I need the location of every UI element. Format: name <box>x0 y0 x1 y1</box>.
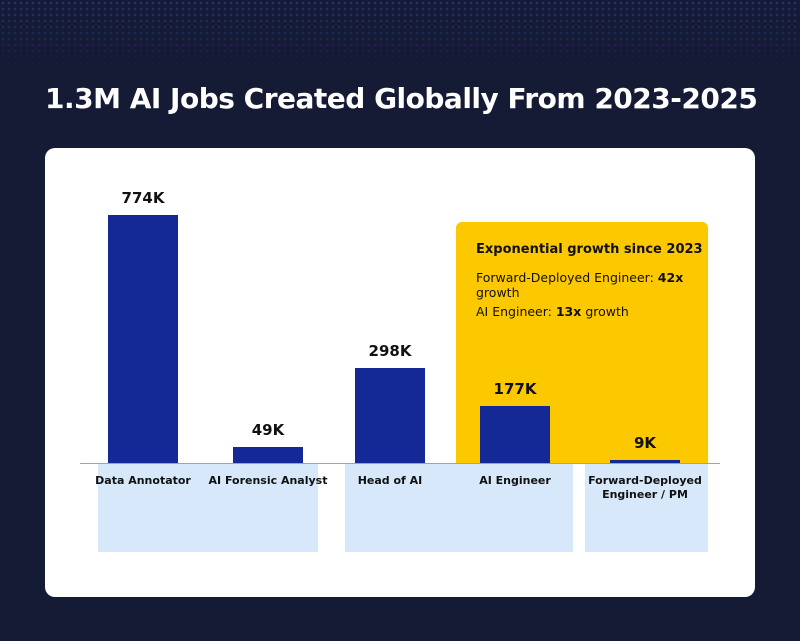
value-label: 9K <box>633 434 657 453</box>
x-tick-label: AI Forensic Analyst <box>208 474 328 487</box>
annotation-line: AI Engineer: 13x growth <box>476 304 696 319</box>
chart-title: 1.3M AI Jobs Created Globally From 2023-… <box>45 82 758 115</box>
value-label: 177K <box>493 380 537 399</box>
group-zone <box>98 463 318 552</box>
annotation-line: Forward-Deployed Engineer: 42x growth <box>476 270 696 300</box>
bar <box>233 447 303 463</box>
bar <box>355 367 425 463</box>
value-label: 774K <box>121 189 165 207</box>
bar <box>480 406 550 463</box>
x-tick-label: Head of AI <box>357 474 423 487</box>
value-label: 49K <box>251 421 285 440</box>
annotation-value: 13x <box>555 304 582 319</box>
x-tick-label: Forward-Deployed Engineer / PM <box>588 474 702 501</box>
bar <box>108 215 178 463</box>
group-zone <box>585 463 708 552</box>
x-tick-label: Data Annotator <box>95 474 191 487</box>
x-tick-label: AI Engineer <box>479 474 551 487</box>
annotation-title: Exponential growth since 2023 <box>476 242 703 257</box>
annotation-label: Forward-Deployed Engineer: <box>476 270 654 285</box>
value-label: 298K <box>368 341 412 360</box>
annotation-label: AI Engineer: <box>476 304 552 319</box>
annotation-value: 42x <box>657 270 684 285</box>
annotation-suffix: growth <box>585 304 629 319</box>
group-zone <box>345 463 573 552</box>
bar <box>610 460 680 463</box>
decor-pattern <box>0 0 800 70</box>
annotation-suffix: growth <box>476 285 520 300</box>
baseline <box>80 463 720 464</box>
